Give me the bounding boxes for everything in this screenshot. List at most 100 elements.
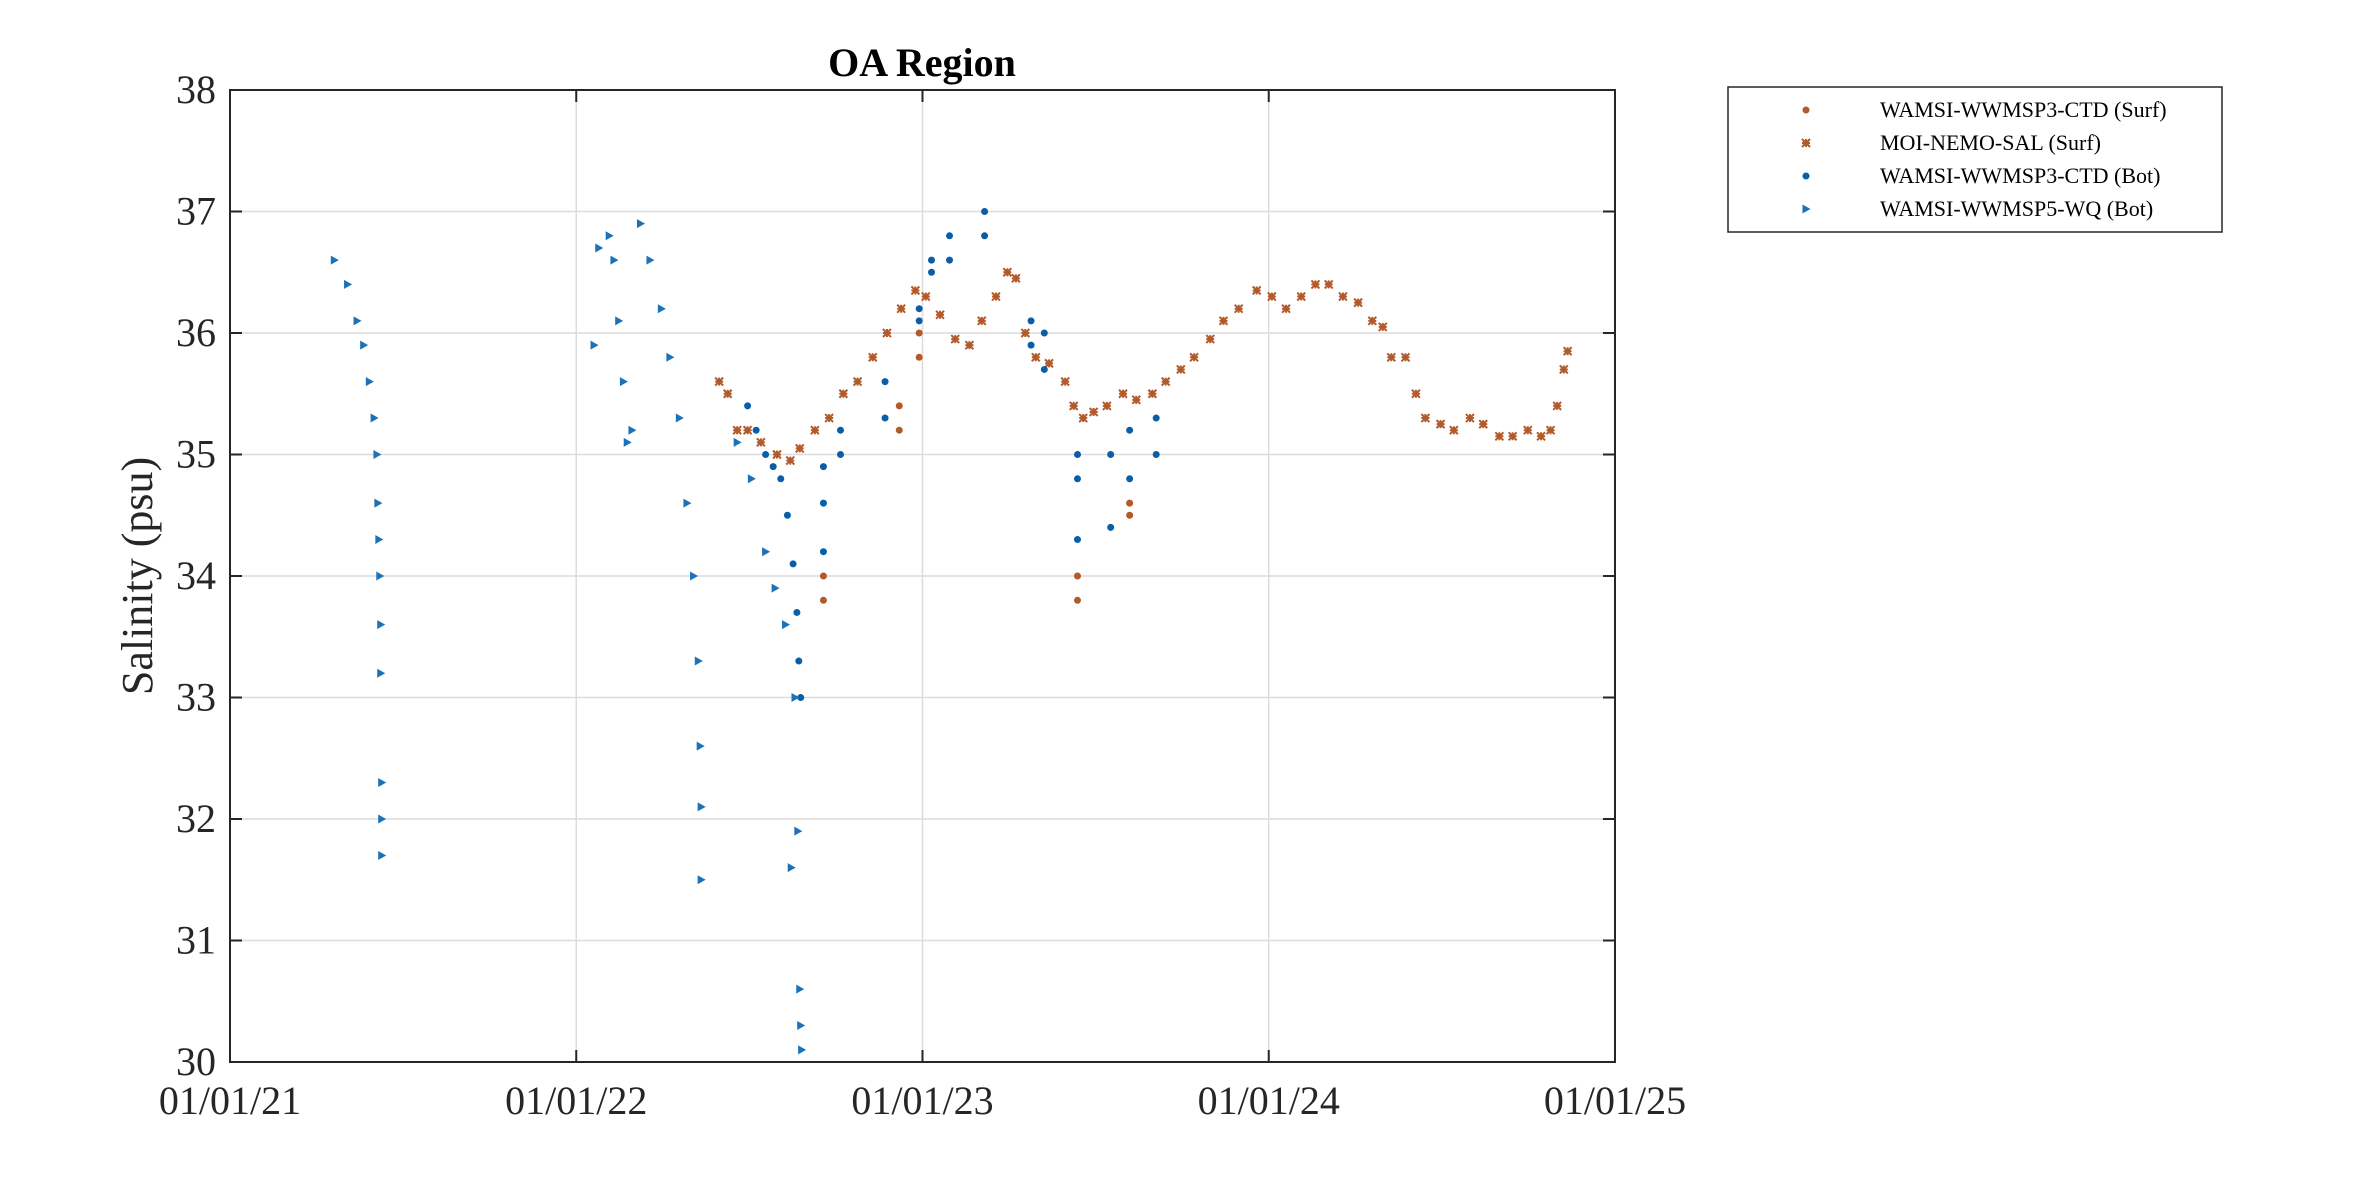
data-point	[915, 305, 923, 313]
data-point	[935, 310, 945, 320]
data-point	[1068, 401, 1079, 411]
data-point	[789, 560, 797, 568]
data-point	[793, 608, 801, 616]
data-point	[1400, 352, 1411, 363]
data-point	[819, 548, 827, 556]
data-point	[910, 285, 921, 296]
data-point	[697, 802, 706, 812]
data-point	[376, 571, 385, 581]
data-point	[697, 875, 706, 885]
legend-label: WAMSI-WWMSP5-WQ (Bot)	[1880, 196, 2153, 221]
y-tick-label: 30	[176, 1039, 216, 1084]
data-point	[1160, 376, 1171, 387]
data-point	[772, 449, 782, 460]
data-point	[1020, 328, 1031, 338]
data-point	[791, 693, 800, 702]
data-point	[950, 334, 960, 344]
data-point	[378, 814, 387, 824]
data-point	[1324, 279, 1334, 290]
data-point	[782, 620, 791, 630]
data-point	[378, 850, 387, 860]
data-point	[1449, 425, 1459, 435]
data-point	[896, 303, 906, 314]
data-point	[1073, 536, 1081, 544]
data-point	[615, 316, 624, 326]
x-tick-label: 01/01/23	[851, 1078, 993, 1123]
data-point	[1478, 419, 1488, 429]
data-point	[1152, 414, 1160, 422]
data-point	[852, 376, 863, 387]
data-point	[1102, 401, 1112, 411]
data-point	[1147, 389, 1158, 399]
data-point	[946, 256, 954, 264]
data-point	[344, 279, 353, 289]
data-point	[824, 413, 834, 423]
data-point	[330, 255, 339, 265]
x-tick-label: 01/01/21	[159, 1078, 301, 1123]
data-point	[1189, 352, 1199, 363]
data-point	[1218, 316, 1229, 326]
data-point	[1367, 316, 1378, 326]
data-point	[868, 352, 878, 363]
data-point	[1420, 413, 1431, 423]
data-point	[1233, 303, 1244, 314]
data-point	[819, 572, 827, 580]
data-point	[794, 826, 803, 836]
data-point	[1281, 303, 1291, 314]
legend-label: WAMSI-WWMSP3-CTD (Bot)	[1880, 163, 2161, 188]
data-point	[981, 208, 989, 215]
data-point	[819, 463, 827, 471]
data-point	[756, 437, 766, 448]
data-point	[895, 402, 903, 410]
data-point	[732, 425, 742, 435]
data-point	[374, 498, 383, 508]
data-point	[370, 413, 379, 423]
data-point	[819, 499, 827, 507]
data-point	[787, 863, 796, 873]
data-point	[771, 583, 780, 593]
data-point	[1126, 426, 1134, 434]
series-2	[714, 267, 1573, 466]
data-point	[769, 463, 777, 471]
data-point	[1027, 341, 1035, 349]
data-point	[1494, 431, 1505, 441]
y-tick-label: 34	[176, 553, 216, 598]
data-point	[1088, 407, 1099, 417]
legend-marker	[1802, 106, 1810, 114]
legend-label: MOI-NEMO-SAL (Surf)	[1880, 130, 2101, 155]
data-point	[838, 389, 849, 399]
y-tick-label: 38	[176, 67, 216, 112]
data-point	[977, 316, 987, 326]
data-point	[762, 451, 770, 458]
data-point	[1411, 389, 1421, 399]
y-tick-label: 35	[176, 432, 216, 477]
x-tick-label: 01/01/24	[1198, 1078, 1340, 1123]
y-tick-label: 32	[176, 796, 216, 841]
data-point	[1073, 596, 1081, 604]
data-point	[657, 304, 666, 314]
data-point	[1107, 451, 1115, 458]
data-point	[360, 340, 369, 350]
data-point	[666, 352, 675, 362]
data-point	[1205, 334, 1215, 344]
data-point	[722, 389, 733, 399]
y-tick-label: 31	[176, 918, 216, 963]
data-point	[1465, 413, 1475, 423]
data-point	[795, 443, 805, 454]
data-point	[690, 571, 699, 581]
x-tick-label: 01/01/25	[1544, 1078, 1686, 1123]
series-3	[744, 208, 1160, 701]
data-point	[646, 255, 655, 265]
data-point	[1545, 425, 1556, 435]
data-point	[1118, 389, 1128, 399]
data-point	[675, 413, 684, 423]
data-point	[636, 219, 645, 229]
data-point	[895, 426, 903, 434]
data-point	[1296, 291, 1306, 302]
data-point	[605, 231, 614, 241]
data-point	[1552, 401, 1562, 411]
data-point	[1251, 285, 1262, 296]
data-point	[1353, 297, 1363, 308]
data-point	[1126, 511, 1134, 519]
